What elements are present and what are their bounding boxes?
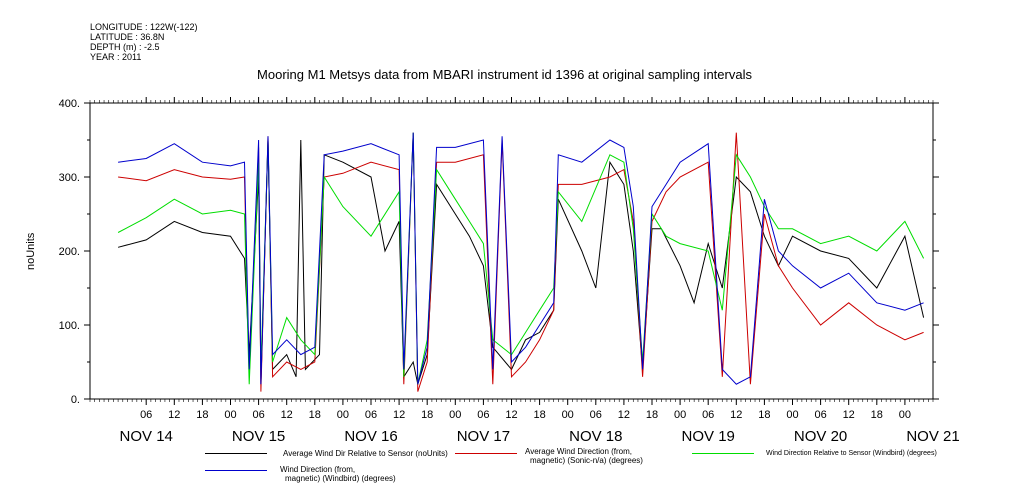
x-tick-label: 06 (477, 409, 489, 421)
legend-label-2: magnetic) (Sonic-n/a) (degrees) (530, 456, 643, 465)
x-tick-label: 18 (309, 409, 321, 421)
series-line-3 (118, 132, 924, 385)
longitude-text: LONGITUDE : 122W(-122) (90, 22, 198, 32)
x-day-label: NOV 17 (457, 428, 510, 445)
x-day-label: NOV 14 (120, 428, 173, 445)
x-tick-label: 18 (871, 409, 883, 421)
legend-label: Average Wind Dir Relative to Sensor (noU… (283, 449, 448, 458)
series-line-2 (117, 132, 925, 385)
y-tick-label: 0. (71, 394, 80, 406)
x-tick-label: 12 (730, 409, 742, 421)
x-tick-label: 06 (702, 409, 714, 421)
x-tick-label: 18 (646, 409, 658, 421)
x-tick-label: 18 (758, 409, 770, 421)
x-day-label: NOV 18 (569, 428, 622, 445)
x-tick-label: 12 (843, 409, 855, 421)
x-tick-label: 00 (449, 409, 461, 421)
x-day-label: NOV 20 (794, 428, 847, 445)
legend-label-2: magnetic) (Windbird) (degrees) (285, 474, 396, 483)
x-tick-label: 06 (365, 409, 377, 421)
y-tick-label: 300. (59, 172, 80, 184)
x-tick-label: 06 (252, 409, 264, 421)
x-tick-label: 12 (281, 409, 293, 421)
x-day-label: NOV 21 (906, 428, 959, 445)
x-tick-label: 06 (814, 409, 826, 421)
legend-swatch (692, 453, 754, 454)
latitude-text: LATITUDE : 36.8N (90, 32, 165, 42)
x-tick-label: 12 (618, 409, 630, 421)
legend-swatch (205, 470, 267, 471)
chart-title: Mooring M1 Metsys data from MBARI instru… (257, 67, 752, 82)
x-tick-label: 00 (562, 409, 574, 421)
x-tick-label: 18 (421, 409, 433, 421)
x-tick-label: 12 (393, 409, 405, 421)
x-day-label: NOV 19 (682, 428, 735, 445)
y-tick-label: 200. (59, 246, 80, 258)
legend-label: Wind Direction Relative to Sensor (Windb… (766, 450, 937, 457)
y-tick-label: 400. (59, 98, 80, 110)
legend-swatch (205, 453, 267, 454)
x-tick-label: 00 (224, 409, 236, 421)
legend-label: Wind Direction (from, (280, 465, 356, 474)
axis-layer: 0. 100. 200. 300. 400. 06 12 18 00 06 12 18 00 06 12 18… (59, 97, 960, 445)
x-tick-label: 00 (899, 409, 911, 421)
x-tick-label: 00 (786, 409, 798, 421)
x-tick-label: 06 (140, 409, 152, 421)
x-tick-label: 00 (337, 409, 349, 421)
metadata-block: LONGITUDE : 122W(-122) LATITUDE : 36.8N … (90, 22, 198, 62)
x-tick-label: 00 (674, 409, 686, 421)
y-tick-label: 100. (59, 320, 80, 332)
series-line-0 (117, 139, 925, 387)
x-tick-label: 12 (505, 409, 517, 421)
x-day-label: NOV 16 (344, 428, 397, 445)
x-tick-label: 06 (590, 409, 602, 421)
legend-swatch (455, 453, 517, 454)
x-tick-label: 12 (168, 409, 180, 421)
series-layer (117, 132, 925, 392)
x-tick-label: 18 (533, 409, 545, 421)
x-day-label: NOV 15 (232, 428, 285, 445)
x-tick-label: 18 (196, 409, 208, 421)
year-text: YEAR : 2011 (90, 52, 142, 62)
depth-text: DEPTH (m) : -2.5 (90, 42, 160, 52)
legend-label: Average Wind Direction (from, (525, 447, 632, 456)
